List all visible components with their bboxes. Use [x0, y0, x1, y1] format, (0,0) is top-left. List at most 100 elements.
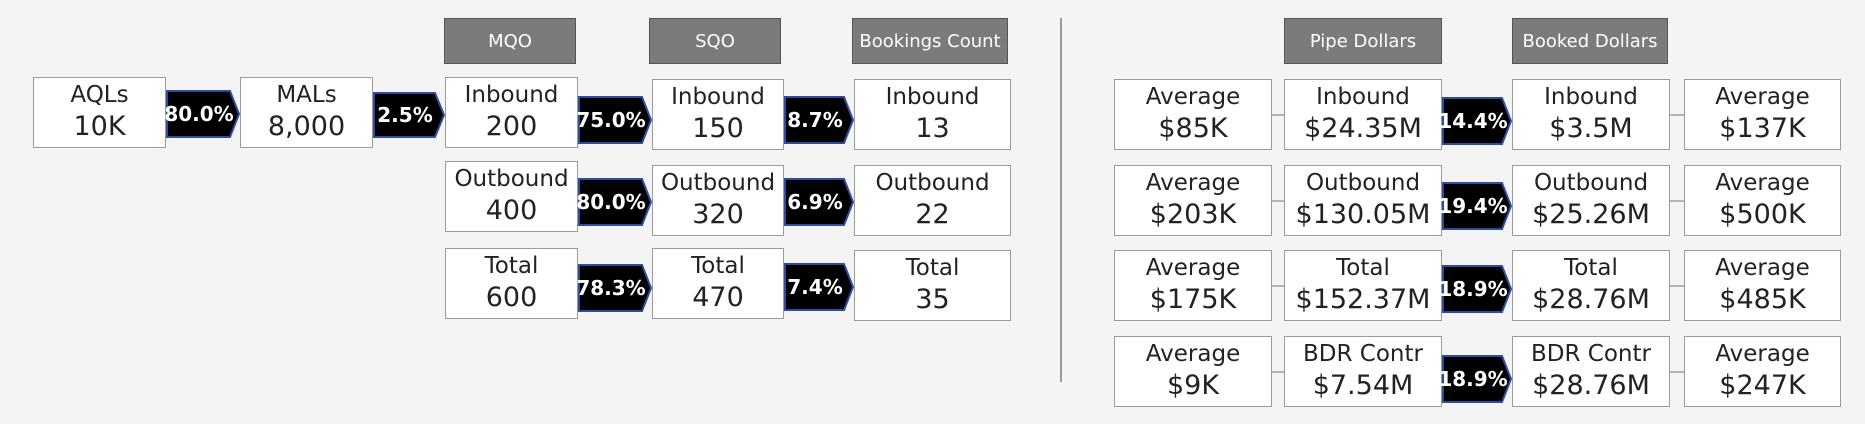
pipe-average-value: $175K: [1149, 284, 1237, 315]
mqo-box: Total 600: [445, 248, 578, 319]
connector-line: [1670, 114, 1684, 116]
bookings-box: Inbound 13: [854, 79, 1011, 150]
connector-line: [1670, 200, 1684, 202]
booked-average-value: $137K: [1719, 113, 1806, 144]
bookings-value: 22: [915, 199, 950, 230]
mqo-label: Total: [484, 253, 539, 280]
pipe-to-booked-rate: 19.4%: [1438, 194, 1508, 218]
bookings-label: Outbound: [875, 170, 990, 197]
connector-line: [1272, 200, 1284, 202]
pipe-dollars-value: $130.05M: [1295, 199, 1431, 230]
booked-average-value: $247K: [1719, 370, 1806, 401]
aql-to-mal-rate: 80.0%: [164, 102, 234, 126]
pipe-to-booked-arrow: 18.9%: [1438, 355, 1512, 403]
pipe-dollars-label: Total: [1336, 255, 1390, 282]
mqo-value: 400: [485, 195, 538, 226]
connector-line: [1272, 285, 1284, 287]
pipe-dollars-value: $152.37M: [1295, 284, 1431, 315]
booked-dollars-box: Outbound $25.26M: [1512, 165, 1670, 236]
booked-dollars-value: $28.76M: [1532, 370, 1650, 401]
connector-line: [1272, 114, 1284, 116]
pipe-to-booked-arrow: 19.4%: [1438, 182, 1512, 230]
booked-dollars-box: Inbound $3.5M: [1512, 79, 1670, 150]
booked-dollars-value: $25.26M: [1532, 199, 1650, 230]
pipe-to-booked-rate: 14.4%: [1438, 109, 1508, 133]
pipe-average-box: Average $175K: [1114, 250, 1272, 321]
sqo-box: Outbound 320: [652, 165, 784, 236]
bookings-box: Outbound 22: [854, 165, 1011, 236]
aql-to-mal-arrow: 80.0%: [164, 90, 240, 138]
header-mqo: MQO: [444, 18, 576, 64]
mqo-value: 200: [485, 111, 538, 142]
booked-average-box: Average $137K: [1684, 79, 1841, 150]
pipe-dollars-label: Outbound: [1305, 170, 1421, 197]
header-bookings-count: Bookings Count: [852, 18, 1008, 64]
sqo-value: 150: [692, 113, 744, 144]
pipe-dollars-label: BDR Contr: [1303, 341, 1423, 368]
mal-to-mqo-arrow: 2.5%: [373, 92, 445, 138]
pipe-dollars-value: $24.35M: [1304, 113, 1422, 144]
booked-dollars-box: Total $28.76M: [1512, 250, 1670, 321]
pipe-average-box: Average $203K: [1114, 165, 1272, 236]
booked-average-box: Average $247K: [1684, 336, 1841, 407]
sqo-to-booking-rate: 7.4%: [787, 275, 843, 299]
mals-label: MALs: [276, 82, 337, 109]
sqo-label: Outbound: [660, 170, 776, 197]
pipe-average-box: Average $85K: [1114, 79, 1272, 150]
header-pipe-dollars: Pipe Dollars: [1284, 18, 1442, 64]
mals-box: MALs 8,000: [240, 77, 373, 148]
booked-dollars-label: BDR Contr: [1531, 341, 1651, 368]
header-booked-dollars: Booked Dollars: [1512, 18, 1668, 64]
pipe-average-label: Average: [1145, 170, 1241, 197]
aqls-label: AQLs: [70, 82, 129, 109]
bookings-label: Inbound: [885, 84, 980, 111]
aqls-box: AQLs 10K: [33, 77, 166, 148]
pipe-dollars-box: Inbound $24.35M: [1284, 79, 1442, 150]
booked-dollars-value: $28.76M: [1532, 284, 1650, 315]
mqo-to-sqo-arrow: 75.0%: [576, 96, 652, 144]
mqo-to-sqo-arrow: 78.3%: [576, 264, 652, 312]
pipe-dollars-box: BDR Contr $7.54M: [1284, 336, 1442, 407]
pipe-average-box: Average $9K: [1114, 336, 1272, 407]
pipe-average-value: $9K: [1166, 370, 1220, 401]
sqo-to-booking-arrow: 6.9%: [784, 178, 854, 226]
pipe-dollars-value: $7.54M: [1312, 370, 1414, 401]
sqo-to-booking-rate: 8.7%: [787, 108, 843, 132]
header-sqo: SQO: [649, 18, 781, 64]
connector-line: [1272, 371, 1284, 373]
mqo-value: 600: [485, 282, 538, 313]
booked-dollars-label: Inbound: [1544, 84, 1638, 111]
pipe-dollars-box: Outbound $130.05M: [1284, 165, 1442, 236]
booked-average-box: Average $485K: [1684, 250, 1841, 321]
sqo-label: Inbound: [671, 84, 765, 111]
booked-dollars-value: $3.5M: [1549, 113, 1633, 144]
mqo-label: Outbound: [454, 166, 569, 193]
bookings-box: Total 35: [854, 250, 1011, 321]
mqo-box: Outbound 400: [445, 161, 578, 232]
pipe-average-value: $85K: [1158, 113, 1228, 144]
mal-to-mqo-rate: 2.5%: [377, 103, 433, 127]
pipe-average-label: Average: [1145, 341, 1241, 368]
sqo-to-booking-rate: 6.9%: [787, 190, 843, 214]
pipe-average-label: Average: [1145, 255, 1241, 282]
pipe-to-booked-rate: 18.9%: [1438, 277, 1508, 301]
connector-line: [1670, 371, 1684, 373]
pipe-dollars-box: Total $152.37M: [1284, 250, 1442, 321]
booked-dollars-box: BDR Contr $28.76M: [1512, 336, 1670, 407]
sqo-value: 470: [692, 282, 744, 313]
bookings-value: 35: [915, 284, 950, 315]
booked-average-value: $500K: [1719, 199, 1806, 230]
booked-average-label: Average: [1715, 255, 1810, 282]
sqo-box: Inbound 150: [652, 79, 784, 150]
mqo-to-sqo-arrow: 80.0%: [576, 178, 652, 226]
mqo-label: Inbound: [464, 82, 559, 109]
mals-value: 8,000: [267, 111, 346, 142]
pipe-to-booked-arrow: 18.9%: [1438, 265, 1512, 313]
mqo-box: Inbound 200: [445, 77, 578, 148]
bookings-label: Total: [905, 255, 960, 282]
booked-dollars-label: Total: [1564, 255, 1618, 282]
pipe-to-booked-rate: 18.9%: [1438, 367, 1508, 391]
sqo-to-booking-arrow: 7.4%: [784, 263, 854, 311]
sqo-label: Total: [691, 253, 745, 280]
aqls-value: 10K: [73, 111, 126, 142]
